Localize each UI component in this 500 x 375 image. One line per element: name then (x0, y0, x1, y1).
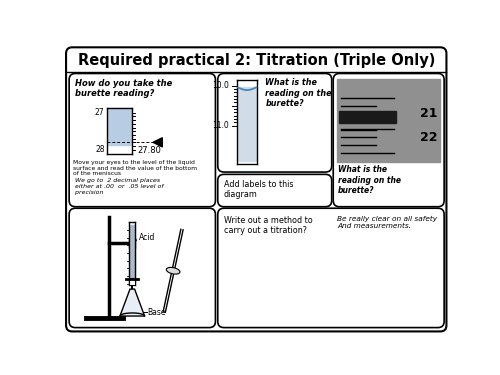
Text: 27.80: 27.80 (138, 146, 162, 155)
Text: Move your eyes to the level of the liquid
surface and read the value of the bott: Move your eyes to the level of the liqui… (73, 160, 197, 176)
Text: We go to  2 decimal places
 either at .00  or  .05 level of
 precision: We go to 2 decimal places either at .00 … (73, 178, 164, 195)
Text: How do you take the
burette reading?: How do you take the burette reading? (76, 79, 172, 98)
Text: Write out a method to
carry out a titration?: Write out a method to carry out a titrat… (224, 216, 312, 236)
Bar (129, 238, 136, 248)
Ellipse shape (166, 267, 180, 274)
Bar (130, 225, 134, 278)
Bar (337, 79, 440, 162)
FancyBboxPatch shape (218, 74, 332, 172)
FancyBboxPatch shape (69, 74, 216, 207)
Text: What is the
reading on the
burette?: What is the reading on the burette? (266, 78, 332, 108)
Text: Acid: Acid (138, 233, 155, 242)
Polygon shape (120, 289, 144, 316)
Text: 27: 27 (95, 108, 104, 117)
Bar (238, 87, 256, 160)
Text: Required practical 2: Titration (Triple Only): Required practical 2: Titration (Triple … (78, 53, 435, 68)
Text: 10.0: 10.0 (212, 81, 230, 90)
Text: 11.0: 11.0 (212, 121, 230, 130)
Bar (340, 111, 396, 123)
Bar (108, 108, 130, 145)
Text: 21: 21 (420, 107, 438, 120)
Polygon shape (153, 138, 162, 147)
FancyBboxPatch shape (218, 174, 332, 207)
FancyBboxPatch shape (66, 47, 446, 332)
Text: Base: Base (148, 308, 166, 317)
Text: What is the
reading on the
burette?: What is the reading on the burette? (338, 165, 401, 195)
Text: Be really clear on all safety
And measurements.: Be really clear on all safety And measur… (337, 216, 437, 229)
FancyBboxPatch shape (333, 74, 444, 207)
FancyBboxPatch shape (69, 208, 216, 328)
Bar (129, 278, 136, 285)
Text: 28: 28 (95, 145, 104, 154)
FancyBboxPatch shape (218, 208, 444, 328)
Text: 22: 22 (420, 131, 438, 144)
Text: Add labels to this
diagram: Add labels to this diagram (224, 180, 294, 199)
